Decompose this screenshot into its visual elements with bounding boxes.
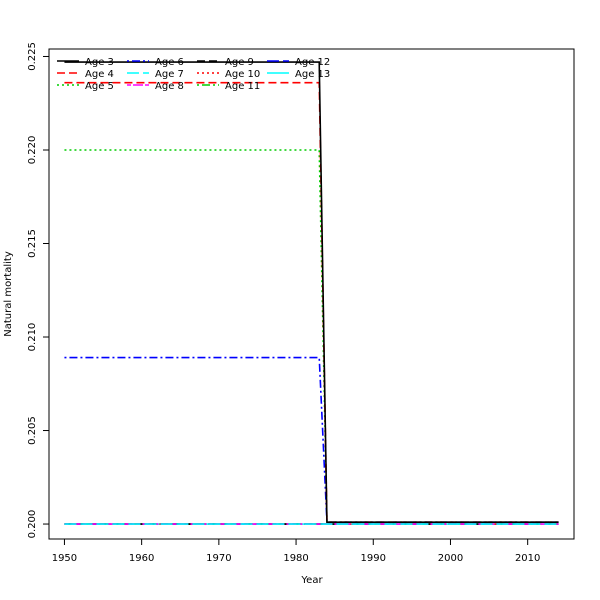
y-tick-label: 0.225 xyxy=(27,42,38,71)
legend-label: Age 12 xyxy=(295,57,330,68)
y-tick-label: 0.200 xyxy=(27,510,38,539)
series-line-age-6 xyxy=(64,356,559,523)
x-tick-label: 2000 xyxy=(438,553,463,564)
x-tick-label: 2010 xyxy=(515,553,540,564)
series-layer xyxy=(64,61,559,525)
x-tick-label: 1980 xyxy=(283,553,308,564)
legend-label: Age 5 xyxy=(85,81,114,92)
y-axis: 0.200 0.205 0.210 0.215 0.220 0.225 xyxy=(27,42,50,539)
x-axis-label: Year xyxy=(300,575,323,586)
y-tick-label: 0.210 xyxy=(27,323,38,352)
legend-label: Age 9 xyxy=(225,57,254,68)
series-line-age-4 xyxy=(64,81,559,523)
x-tick-label: 1950 xyxy=(52,553,77,564)
y-axis-label: Natural mortality xyxy=(3,251,14,337)
y-tick-label: 0.215 xyxy=(27,229,38,258)
x-axis: 1950 1960 1970 1980 1990 2000 2010 xyxy=(52,538,540,564)
legend-label: Age 6 xyxy=(155,57,184,68)
x-tick-label: 1970 xyxy=(206,553,231,564)
legend-label: Age 11 xyxy=(225,81,260,92)
x-tick-label: 1990 xyxy=(361,553,386,564)
legend-label: Age 8 xyxy=(155,81,184,92)
plot-box xyxy=(48,48,575,540)
legend-label: Age 4 xyxy=(85,69,114,80)
legend-label: Age 3 xyxy=(85,57,114,68)
x-tick-label: 1960 xyxy=(129,553,154,564)
y-tick-label: 0.220 xyxy=(27,136,38,165)
legend-label: Age 13 xyxy=(295,69,330,80)
legend-label: Age 10 xyxy=(225,69,260,80)
series-line-age-3 xyxy=(64,61,559,523)
legend-label: Age 7 xyxy=(155,69,184,80)
series-line-age-5 xyxy=(64,149,559,523)
y-tick-label: 0.205 xyxy=(27,416,38,445)
